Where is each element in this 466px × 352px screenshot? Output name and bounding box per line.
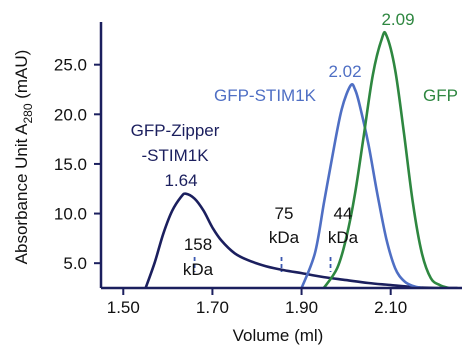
x-axis-title: Volume (ml) bbox=[233, 326, 324, 345]
y-axis-title-main: Absorbance Unit A bbox=[12, 123, 31, 264]
y-axis-title-unit: (mAU) bbox=[12, 50, 31, 104]
mw-marker-label: kDa bbox=[269, 228, 300, 247]
x-tick-label: 2.10 bbox=[374, 298, 407, 317]
x-tick-label: 1.90 bbox=[285, 298, 318, 317]
axes-layer bbox=[94, 22, 462, 295]
mw-marker-label: kDa bbox=[183, 260, 214, 279]
peak-value-label: 2.09 bbox=[381, 10, 414, 29]
y-axis-title: Absorbance Unit A280 (mAU) bbox=[12, 50, 35, 265]
y-tick-label: 25.0 bbox=[54, 56, 87, 75]
y-axis-title-subscript: 280 bbox=[21, 103, 35, 123]
series-name-label: GFP-Zipper bbox=[131, 121, 220, 140]
mw-marker-label: kDa bbox=[328, 228, 359, 247]
series-line-gfp bbox=[322, 30, 450, 288]
series-name-label: -STIM1K bbox=[141, 146, 209, 165]
y-tick-label: 15.0 bbox=[54, 155, 87, 174]
peak-value-label: 1.64 bbox=[164, 171, 197, 190]
label-layer: Volume (ml) Absorbance Unit A280 (mAU) 5… bbox=[12, 10, 458, 345]
y-tick-label: 5.0 bbox=[63, 254, 87, 273]
y-tick-label: 10.0 bbox=[54, 205, 87, 224]
x-tick-label: 1.70 bbox=[196, 298, 229, 317]
peak-value-label: 2.02 bbox=[328, 62, 361, 81]
series-layer bbox=[144, 30, 458, 288]
series-line-gfp-zipper-stim1k bbox=[144, 192, 458, 288]
series-name-label: GFP bbox=[423, 86, 458, 105]
mw-marker-label: 75 bbox=[275, 204, 294, 223]
y-tick-label: 20.0 bbox=[54, 105, 87, 124]
series-line-gfp-stim1k bbox=[300, 82, 423, 288]
marker-layer bbox=[193, 257, 332, 272]
series-name-label: GFP-STIM1K bbox=[214, 86, 317, 105]
mw-marker-label: 158 bbox=[184, 235, 212, 254]
mw-marker-label: 44 bbox=[334, 204, 353, 223]
x-tick-label: 1.50 bbox=[107, 298, 140, 317]
